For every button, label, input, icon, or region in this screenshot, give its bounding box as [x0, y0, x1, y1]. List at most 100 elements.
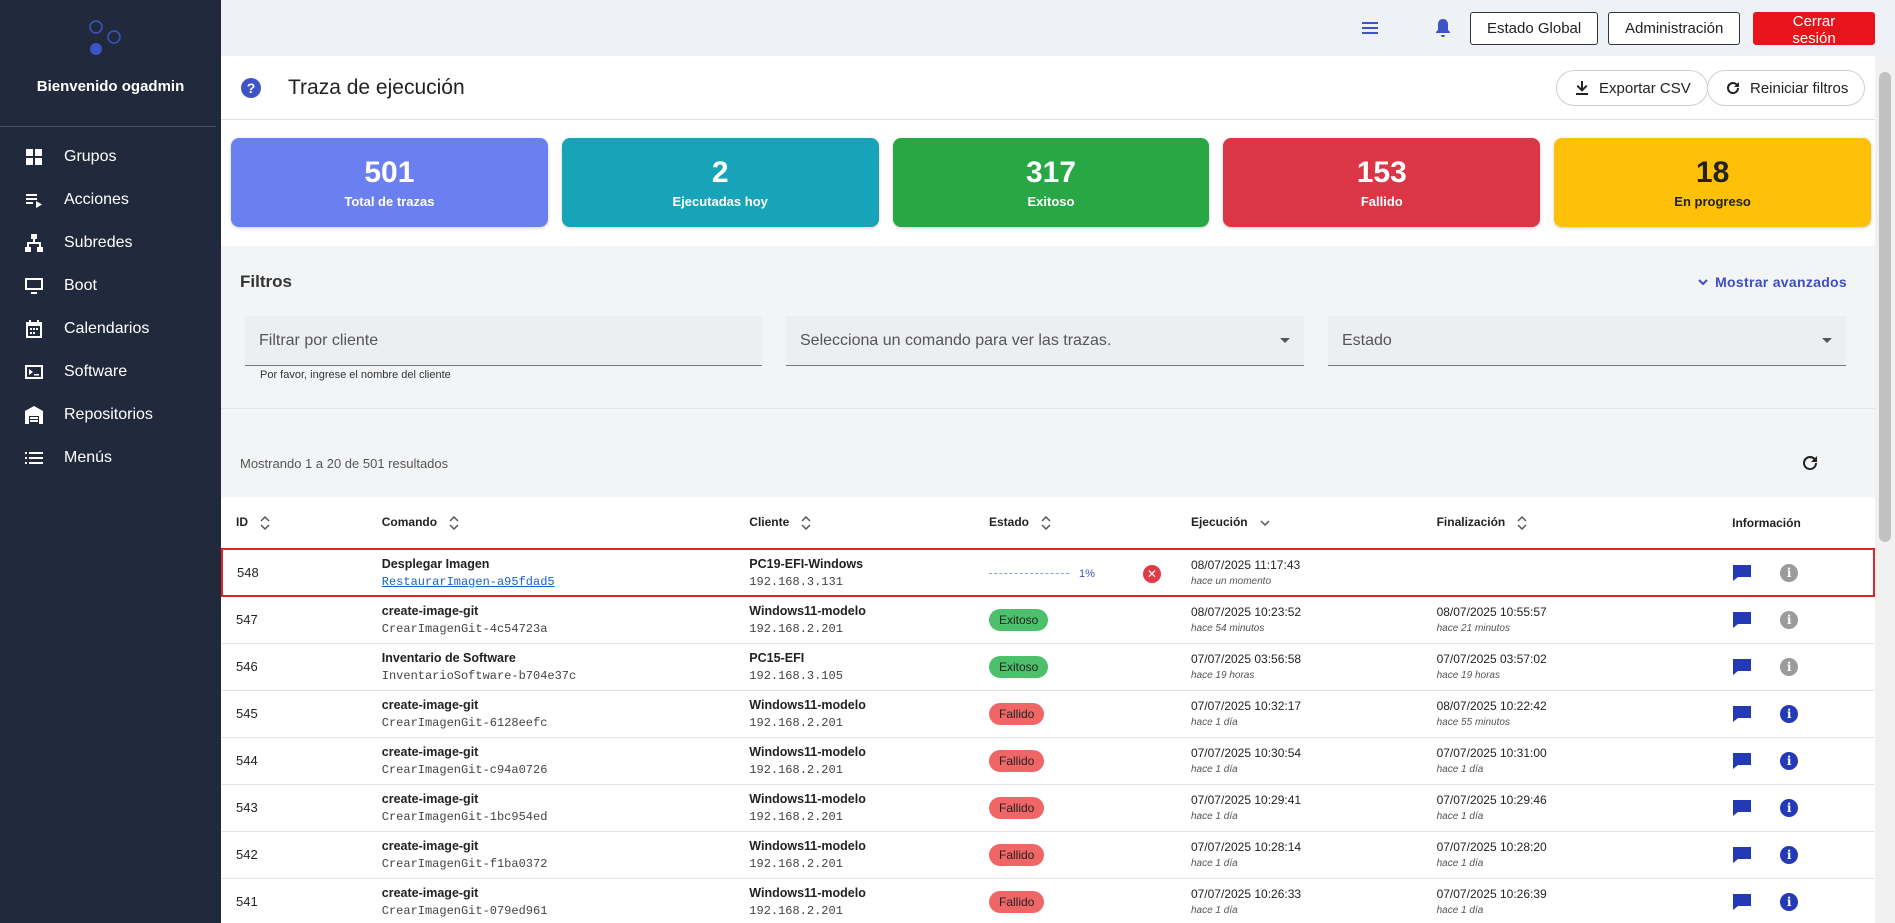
col-header-label: Cliente — [749, 514, 790, 529]
page-header: ? Traza de ejecución Exportar CSV Reinic… — [221, 56, 1875, 120]
row-execution: 07/07/2025 10:29:41 hace 1 día — [1176, 784, 1423, 832]
sort-icon — [801, 515, 811, 530]
show-advanced-label: Mostrar avanzados — [1715, 274, 1847, 290]
info-icon[interactable]: i — [1780, 798, 1799, 817]
client-ip: 192.168.2.201 — [749, 856, 843, 871]
row-finish: 08/07/2025 10:22:42 hace 55 minutos — [1422, 690, 1719, 738]
stat-value: 18 — [1695, 156, 1730, 189]
table-row[interactable]: 548 Desplegar Imagen RestaurarImagen-a95f… — [221, 548, 1875, 597]
row-info: i — [1718, 643, 1874, 691]
administracion-button[interactable]: Administración — [1608, 12, 1741, 45]
col-header-finish[interactable]: Finalización — [1422, 497, 1719, 550]
stat-label: Fallido — [1360, 194, 1403, 209]
col-header-command[interactable]: Comando — [367, 497, 736, 550]
info-icon[interactable]: i — [1780, 657, 1799, 676]
end-date: 07/07/2025 10:26:39 — [1436, 887, 1547, 901]
exec-date: 07/07/2025 10:30:54 — [1190, 746, 1302, 760]
cancel-icon[interactable]: ✕ — [1142, 564, 1161, 583]
exec-relative: hace 1 día — [1190, 811, 1238, 822]
row-command: create-image-git CrearImagenGit-c94a0726 — [367, 737, 736, 785]
sidebar-item-boot[interactable]: Boot — [0, 264, 221, 307]
row-command: Desplegar Imagen RestaurarImagen-a95fdad5 — [367, 548, 736, 597]
row-finish: 07/07/2025 03:57:02 hace 19 horas — [1422, 643, 1719, 691]
col-header-id[interactable]: ID — [222, 497, 368, 550]
exec-relative: hace 19 horas — [1190, 670, 1255, 681]
row-client: Windows11-modelo 192.168.2.201 — [735, 784, 975, 832]
comment-icon[interactable] — [1732, 611, 1752, 629]
client-name: Windows11-modelo — [749, 697, 866, 712]
comment-icon[interactable] — [1732, 658, 1752, 676]
row-status: Fallido — [975, 831, 1177, 879]
row-status: Fallido — [975, 784, 1177, 832]
command-name: Inventario de Software — [381, 650, 516, 665]
row-info: i — [1718, 878, 1874, 923]
client-ip: 192.168.2.201 — [749, 715, 843, 730]
sidebar-item-calendarios[interactable]: Calendarios — [0, 307, 221, 350]
vertical-scrollbar[interactable] — [1875, 56, 1895, 923]
estado-global-button[interactable]: Estado Global — [1470, 12, 1599, 45]
col-header-execution[interactable]: Ejecución — [1176, 497, 1423, 550]
client-name: Windows11-modelo — [749, 603, 866, 618]
row-info: i — [1718, 831, 1874, 879]
list-play-icon — [26, 193, 42, 208]
table-row[interactable]: 541 create-image-git CrearImagenGit-079ed… — [222, 878, 1874, 923]
bell-icon[interactable] — [1431, 16, 1455, 40]
sidebar-item-menus[interactable]: Menús — [0, 436, 221, 479]
help-icon[interactable]: ? — [241, 78, 261, 98]
command-id: InventarioSoftware-b704e37c — [381, 668, 577, 683]
row-command: create-image-git CrearImagenGit-6128eefc — [367, 690, 736, 738]
show-advanced-toggle[interactable]: Mostrar avanzados — [1697, 274, 1847, 290]
command-select[interactable]: Selecciona un comando para ver las traza… — [786, 316, 1304, 366]
reset-filters-button[interactable]: Reiniciar filtros — [1707, 70, 1866, 106]
info-icon[interactable]: i — [1780, 892, 1799, 911]
comment-icon[interactable] — [1732, 564, 1752, 582]
logout-button[interactable]: Cerrar sesión — [1753, 12, 1875, 47]
comment-icon[interactable] — [1732, 893, 1752, 911]
table-row[interactable]: 543 create-image-git CrearImagenGit-1bc95… — [222, 784, 1874, 832]
client-name: Windows11-modelo — [749, 885, 866, 900]
command-name: create-image-git — [381, 697, 479, 712]
row-finish: 07/07/2025 10:26:39 hace 1 día — [1422, 878, 1719, 923]
exec-relative: hace 1 día — [1190, 764, 1238, 775]
row-client: Windows11-modelo 192.168.2.201 — [735, 596, 975, 644]
end-date: 07/07/2025 03:57:02 — [1436, 652, 1547, 666]
info-icon[interactable]: i — [1780, 704, 1799, 723]
table-row[interactable]: 544 create-image-git CrearImagenGit-c94a0… — [222, 737, 1874, 785]
sidebar-item-acciones[interactable]: Acciones — [0, 178, 221, 221]
info-icon[interactable]: i — [1780, 610, 1799, 629]
exec-date: 07/07/2025 10:32:17 — [1190, 699, 1302, 713]
scrollbar-thumb[interactable] — [1879, 72, 1891, 542]
comment-icon[interactable] — [1732, 846, 1752, 864]
hamburger-menu-icon[interactable] — [1358, 16, 1382, 40]
end-date: 07/07/2025 10:31:00 — [1436, 746, 1547, 760]
row-finish — [1422, 548, 1719, 597]
col-header-status[interactable]: Estado — [975, 497, 1177, 550]
info-icon[interactable]: i — [1780, 845, 1799, 864]
sidebar-item-repositorios[interactable]: Repositorios — [0, 393, 221, 436]
client-name: Windows11-modelo — [749, 791, 866, 806]
comment-icon[interactable] — [1732, 705, 1752, 723]
col-header-client[interactable]: Cliente — [735, 497, 975, 550]
info-icon[interactable]: i — [1780, 563, 1799, 582]
table-row[interactable]: 545 create-image-git CrearImagenGit-6128e… — [222, 690, 1874, 738]
sidebar-item-subredes[interactable]: Subredes — [0, 221, 221, 264]
calendar-icon — [26, 319, 42, 338]
comment-icon[interactable] — [1732, 799, 1752, 817]
export-csv-button[interactable]: Exportar CSV — [1556, 70, 1708, 106]
info-icon[interactable]: i — [1780, 751, 1799, 770]
refresh-icon[interactable] — [1800, 453, 1820, 473]
command-id-link[interactable]: RestaurarImagen-a95fdad5 — [381, 574, 555, 589]
row-execution: 08/07/2025 10:23:52 hace 54 minutos — [1176, 596, 1423, 644]
table-row[interactable]: 546 Inventario de Software InventarioSoft… — [222, 643, 1874, 691]
comment-icon[interactable] — [1732, 752, 1752, 770]
table-row[interactable]: 542 create-image-git CrearImagenGit-f1ba0… — [222, 831, 1874, 879]
status-select[interactable]: Estado — [1328, 316, 1846, 366]
sidebar-item-grupos[interactable]: Grupos — [0, 135, 221, 178]
client-filter-input[interactable]: Filtrar por cliente — [245, 316, 762, 366]
exec-date: 07/07/2025 10:28:14 — [1190, 840, 1302, 854]
row-execution: 07/07/2025 10:30:54 hace 1 día — [1176, 737, 1423, 785]
command-name: create-image-git — [381, 838, 479, 853]
end-relative: hace 1 día — [1436, 905, 1484, 916]
table-row[interactable]: 547 create-image-git CrearImagenGit-4c547… — [222, 596, 1874, 644]
sidebar-item-software[interactable]: Software — [0, 350, 221, 393]
